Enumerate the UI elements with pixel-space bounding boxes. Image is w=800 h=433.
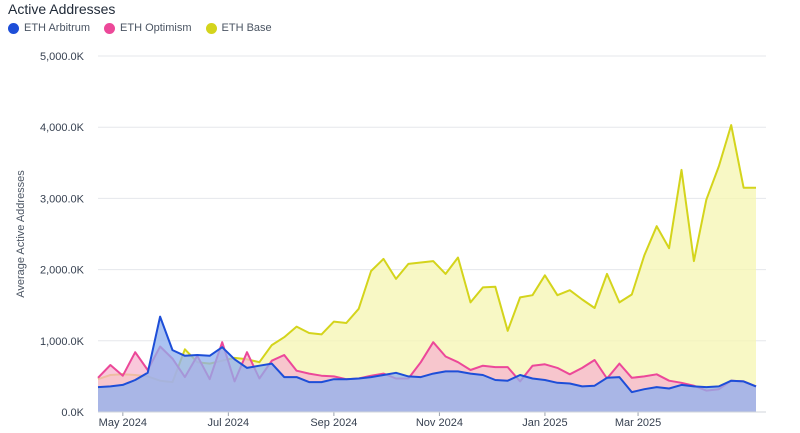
- x-tick-label: Jul 2024: [208, 417, 250, 429]
- x-tick-label: Sep 2024: [310, 417, 357, 429]
- legend-item-base[interactable]: ETH Base: [205, 22, 272, 34]
- legend-swatch-optimism: [104, 22, 116, 34]
- y-tick-label: 2,000.0K: [40, 265, 85, 277]
- legend-label-optimism: ETH Optimism: [120, 22, 192, 34]
- y-tick-label: 4,000.0K: [40, 122, 85, 134]
- y-tick-label: 3,000.0K: [40, 193, 85, 205]
- y-tick-label: 1,000.0K: [40, 336, 85, 348]
- x-tick-label: Nov 2024: [416, 417, 463, 429]
- x-tick-label: May 2024: [99, 417, 147, 429]
- series-line-eth-arbitrum: [97, 315, 757, 394]
- legend-swatch-base: [205, 22, 217, 34]
- legend-item-arbitrum[interactable]: ETH Arbitrum: [8, 22, 90, 34]
- legend-item-optimism[interactable]: ETH Optimism: [104, 22, 192, 34]
- x-tick-label: Jan 2025: [522, 417, 567, 429]
- series-area-eth-arbitrum: [98, 316, 756, 412]
- legend-label-base: ETH Base: [221, 22, 272, 34]
- legend: ETH Arbitrum ETH Optimism ETH Base: [8, 22, 272, 34]
- y-axis-label: Average Active Addresses: [15, 170, 27, 298]
- legend-swatch-arbitrum: [8, 22, 19, 34]
- series-area-eth-base: [98, 125, 756, 412]
- chart-title: Active Addresses: [8, 1, 116, 17]
- legend-label-arbitrum: ETH Arbitrum: [24, 22, 91, 34]
- x-tick-label: Mar 2025: [615, 417, 661, 429]
- y-tick-label: 5,000.0K: [40, 51, 85, 63]
- y-tick-label: 0.0K: [61, 407, 84, 419]
